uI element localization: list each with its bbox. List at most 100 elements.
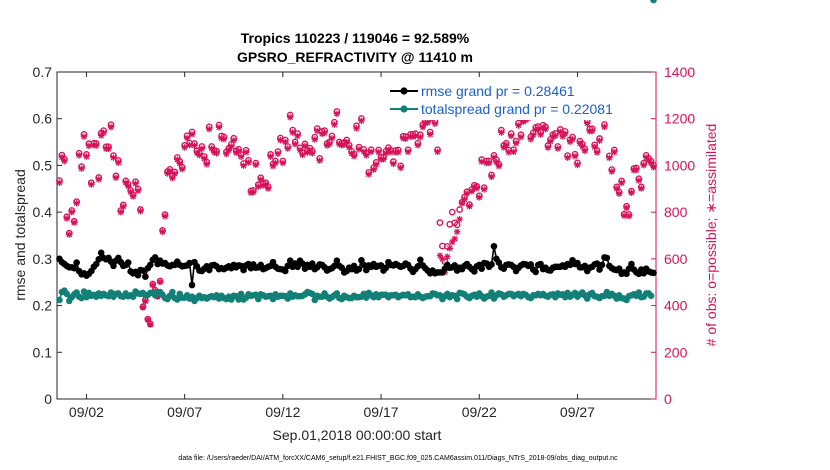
rmse-point bbox=[294, 263, 301, 271]
obs-assimilated-point bbox=[272, 159, 279, 167]
obs-assimilated-point bbox=[613, 185, 620, 192]
obs-assimilated-point bbox=[191, 142, 198, 149]
obs-assimilated-point bbox=[203, 161, 210, 168]
obs-assimilated-point bbox=[542, 126, 549, 133]
obs-assimilated-point bbox=[498, 129, 505, 136]
obs-assimilated-point bbox=[279, 159, 287, 167]
obs-assimilated-point bbox=[341, 141, 348, 148]
obs-assimilated-point bbox=[83, 153, 90, 160]
obs-assimilated-point bbox=[397, 164, 404, 171]
obs-assimilated-point bbox=[434, 148, 441, 156]
obs-assimilated-point bbox=[628, 189, 635, 196]
obs-assimilated-point bbox=[323, 142, 331, 149]
rmse-point bbox=[286, 257, 294, 265]
legend-spread-marker bbox=[400, 105, 408, 113]
obs-assimilated-point bbox=[144, 316, 152, 324]
obs-assimilated-point bbox=[105, 145, 112, 153]
rmse-point bbox=[110, 262, 117, 270]
rmse-point bbox=[490, 242, 498, 250]
obs-assimilated-point bbox=[112, 174, 120, 182]
obs-assimilated-point bbox=[588, 127, 596, 135]
obs-assimilated-point bbox=[252, 161, 260, 169]
obs-assimilated-point bbox=[507, 132, 515, 140]
chart-title-line1: Tropics 110223 / 119046 = 92.589% bbox=[241, 30, 470, 46]
rmse-point bbox=[451, 262, 458, 269]
obs-assimilated-point bbox=[115, 159, 122, 166]
totalspread-point bbox=[488, 289, 495, 296]
obs-assimilated-point bbox=[215, 124, 223, 131]
obs-assimilated-point bbox=[534, 125, 542, 133]
obs-assimilated-point bbox=[390, 160, 397, 167]
x-tick-label: 09/02 bbox=[69, 404, 104, 420]
chart-title-line2: GPSRO_REFRACTIVITY @ 11410 m bbox=[237, 49, 473, 65]
obs-assimilated-point bbox=[544, 144, 552, 151]
y-right-tick-label: 600 bbox=[664, 251, 688, 267]
obs-assimilated-point bbox=[264, 185, 272, 192]
obs-assimilated-point bbox=[299, 151, 306, 159]
legend-spread-label: totalspread grand pr = 0.22081 bbox=[421, 101, 613, 117]
obs-assimilated-point bbox=[365, 171, 372, 178]
obs-assimilated-point bbox=[240, 162, 247, 169]
obs-assimilated-point bbox=[493, 158, 500, 166]
obs-assimilated-point bbox=[527, 136, 534, 143]
obs-assimilated-point bbox=[650, 164, 657, 171]
obs-assimilated-point bbox=[559, 133, 566, 140]
obs-assimilated-point bbox=[294, 132, 301, 140]
obs-assimilated-point bbox=[431, 120, 439, 128]
obs-assimilated-point bbox=[372, 161, 380, 168]
obs-assimilated-point bbox=[161, 213, 169, 220]
obs-assimilated-point bbox=[201, 155, 208, 162]
obs-assimilated-point bbox=[547, 138, 554, 145]
y-left-tick-label: 0.1 bbox=[33, 344, 53, 360]
obs-assimilated-point bbox=[385, 146, 392, 153]
x-axis-label: Sep.01,2018 00:00:00 start bbox=[273, 427, 442, 443]
rmse-point bbox=[478, 265, 486, 272]
obs-assimilated-point bbox=[306, 147, 314, 154]
obs-assimilated-point bbox=[296, 146, 304, 154]
footnote: data file: /Users/raeder/DAI/ATM_forcXX/… bbox=[178, 455, 618, 462]
plot-area bbox=[56, 0, 657, 328]
obs-assimilated-point bbox=[640, 161, 647, 169]
rmse-point bbox=[309, 260, 316, 267]
obs-assimilated-point bbox=[515, 122, 522, 129]
obs-assimilated-point bbox=[331, 121, 338, 128]
rmse-point bbox=[650, 269, 657, 277]
obs-assimilated-point bbox=[495, 162, 503, 170]
rmse-point bbox=[331, 262, 338, 270]
totalspread-point bbox=[129, 293, 137, 300]
rmse-series bbox=[56, 242, 657, 289]
obs-possible-point bbox=[456, 206, 464, 213]
rmse-point bbox=[186, 259, 193, 267]
obs-assimilated-point bbox=[284, 145, 291, 152]
obs-assimilated-point bbox=[208, 145, 215, 152]
rmse-point bbox=[532, 268, 540, 276]
obs-assimilated-point bbox=[601, 123, 608, 131]
obs-assimilated-point bbox=[505, 148, 512, 156]
obs-assimilated-point bbox=[235, 148, 242, 155]
obs-assimilated-point bbox=[142, 297, 149, 305]
y-left-tick-label: 0.6 bbox=[33, 111, 53, 127]
obs-assimilated-point bbox=[363, 152, 370, 159]
obs-assimilated-point bbox=[485, 159, 493, 167]
obs-assimilated-point bbox=[213, 150, 220, 157]
obs-assimilated-point bbox=[591, 143, 598, 151]
obs-assimilated-point bbox=[68, 208, 75, 216]
y-left-tick-label: 0.7 bbox=[33, 64, 53, 80]
totalspread-point bbox=[235, 296, 242, 303]
rmse-point bbox=[615, 265, 623, 272]
obs-assimilated-point bbox=[228, 143, 235, 150]
rmse-point bbox=[134, 271, 142, 279]
obs-assimilated-point bbox=[70, 219, 78, 226]
obs-assimilated-point bbox=[326, 140, 333, 148]
obs-assimilated-point bbox=[206, 126, 213, 133]
obs-assimilated-point bbox=[186, 141, 193, 149]
y-left-tick-label: 0.2 bbox=[33, 298, 53, 314]
obs-assimilated-point bbox=[638, 185, 645, 192]
obs-assimilated-point bbox=[127, 188, 134, 196]
obs-assimilated-point bbox=[196, 151, 203, 159]
obs-assimilated-point bbox=[353, 125, 360, 132]
rmse-point bbox=[151, 254, 159, 261]
obs-assimilated-point bbox=[88, 181, 95, 188]
y-left-tick-label: 0.5 bbox=[33, 157, 53, 173]
